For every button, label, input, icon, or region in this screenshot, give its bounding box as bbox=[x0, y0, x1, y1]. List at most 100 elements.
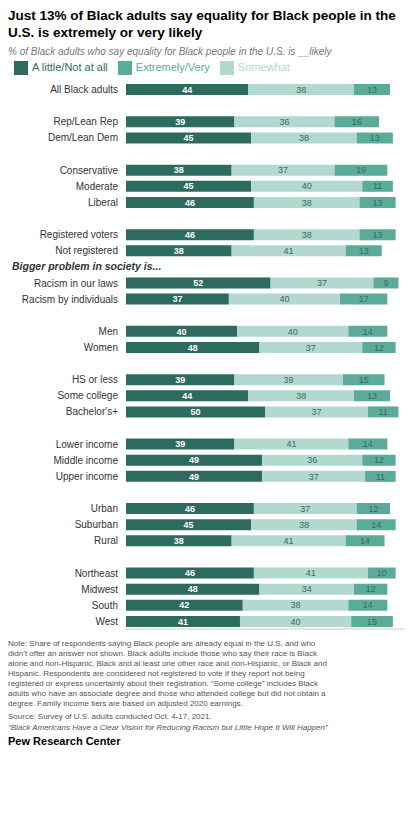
svg-text:38: 38 bbox=[174, 165, 184, 175]
svg-text:38: 38 bbox=[174, 246, 184, 256]
svg-text:West: West bbox=[95, 616, 118, 627]
svg-text:Moderate: Moderate bbox=[76, 181, 119, 192]
svg-text:38: 38 bbox=[299, 520, 309, 530]
svg-text:48: 48 bbox=[188, 584, 198, 594]
svg-text:39: 39 bbox=[175, 375, 185, 385]
svg-text:13: 13 bbox=[359, 246, 369, 256]
svg-text:46: 46 bbox=[185, 504, 195, 514]
svg-text:39: 39 bbox=[175, 439, 185, 449]
svg-text:46: 46 bbox=[185, 230, 195, 240]
svg-text:52: 52 bbox=[193, 278, 203, 288]
svg-text:40: 40 bbox=[177, 326, 187, 336]
svg-text:South: South bbox=[92, 600, 118, 611]
svg-text:48: 48 bbox=[188, 342, 198, 352]
svg-text:17: 17 bbox=[359, 294, 369, 304]
svg-text:40: 40 bbox=[288, 326, 298, 336]
svg-text:38: 38 bbox=[302, 230, 312, 240]
svg-text:Racism by individuals: Racism by individuals bbox=[22, 293, 118, 304]
svg-text:38: 38 bbox=[296, 391, 306, 401]
svg-text:38: 38 bbox=[302, 197, 312, 207]
svg-text:36: 36 bbox=[307, 455, 317, 465]
svg-text:41: 41 bbox=[306, 568, 316, 578]
svg-text:Suburban: Suburban bbox=[75, 519, 118, 530]
svg-text:38: 38 bbox=[299, 133, 309, 143]
svg-text:Middle income: Middle income bbox=[54, 455, 119, 466]
svg-text:40: 40 bbox=[291, 616, 301, 626]
svg-text:11: 11 bbox=[378, 407, 387, 417]
svg-text:37: 37 bbox=[311, 407, 321, 417]
svg-text:13: 13 bbox=[373, 230, 383, 240]
svg-text:9: 9 bbox=[383, 278, 388, 288]
svg-text:Rural: Rural bbox=[94, 535, 118, 546]
svg-text:Lower income: Lower income bbox=[56, 438, 119, 449]
svg-text:13: 13 bbox=[367, 85, 377, 95]
svg-text:40: 40 bbox=[302, 181, 312, 191]
svg-text:14: 14 bbox=[363, 326, 373, 336]
svg-text:45: 45 bbox=[184, 133, 194, 143]
svg-text:13: 13 bbox=[367, 391, 377, 401]
svg-text:14: 14 bbox=[363, 600, 373, 610]
svg-text:49: 49 bbox=[189, 455, 199, 465]
svg-text:11: 11 bbox=[373, 181, 382, 191]
svg-text:13: 13 bbox=[370, 133, 380, 143]
svg-text:15: 15 bbox=[359, 375, 369, 385]
svg-text:37: 37 bbox=[309, 471, 319, 481]
svg-text:38: 38 bbox=[174, 536, 184, 546]
svg-text:40: 40 bbox=[279, 294, 289, 304]
svg-text:HS or less: HS or less bbox=[72, 374, 118, 385]
svg-text:12: 12 bbox=[374, 455, 384, 465]
svg-text:41: 41 bbox=[178, 616, 188, 626]
svg-text:Not registered: Not registered bbox=[55, 245, 118, 256]
svg-text:37: 37 bbox=[317, 278, 327, 288]
svg-text:37: 37 bbox=[300, 504, 310, 514]
svg-text:Registered voters: Registered voters bbox=[40, 229, 118, 240]
svg-text:Midwest: Midwest bbox=[81, 583, 118, 594]
svg-text:14: 14 bbox=[371, 520, 381, 530]
svg-text:38: 38 bbox=[296, 85, 306, 95]
svg-text:41: 41 bbox=[284, 536, 294, 546]
svg-text:Northeast: Northeast bbox=[75, 567, 119, 578]
svg-text:15: 15 bbox=[367, 616, 377, 626]
svg-text:36: 36 bbox=[279, 117, 289, 127]
svg-text:Racism in our laws: Racism in our laws bbox=[34, 277, 118, 288]
svg-text:Rep/Lean Rep: Rep/Lean Rep bbox=[54, 116, 119, 127]
svg-text:Some college: Some college bbox=[57, 390, 118, 401]
svg-text:37: 37 bbox=[172, 294, 182, 304]
svg-text:37: 37 bbox=[278, 165, 288, 175]
svg-text:39: 39 bbox=[284, 375, 294, 385]
svg-text:14: 14 bbox=[360, 536, 370, 546]
svg-text:49: 49 bbox=[189, 471, 199, 481]
svg-text:50: 50 bbox=[190, 407, 200, 417]
svg-text:34: 34 bbox=[302, 584, 312, 594]
svg-text:13: 13 bbox=[373, 197, 383, 207]
svg-text:Urban: Urban bbox=[91, 503, 118, 514]
svg-text:45: 45 bbox=[184, 520, 194, 530]
svg-text:44: 44 bbox=[182, 85, 192, 95]
svg-text:10: 10 bbox=[377, 568, 387, 578]
svg-text:Women: Women bbox=[84, 342, 118, 353]
svg-text:42: 42 bbox=[179, 600, 189, 610]
svg-text:Bigger problem in society is..: Bigger problem in society is... bbox=[12, 260, 161, 272]
svg-text:Men: Men bbox=[99, 326, 118, 337]
svg-text:19: 19 bbox=[356, 165, 366, 175]
svg-text:Bachelor's+: Bachelor's+ bbox=[66, 406, 118, 417]
svg-text:46: 46 bbox=[185, 197, 195, 207]
svg-text:Conservative: Conservative bbox=[60, 164, 119, 175]
svg-text:12: 12 bbox=[366, 584, 376, 594]
svg-text:16: 16 bbox=[352, 117, 362, 127]
svg-text:41: 41 bbox=[286, 439, 296, 449]
svg-text:Upper income: Upper income bbox=[56, 471, 119, 482]
svg-text:39: 39 bbox=[175, 117, 185, 127]
svg-text:45: 45 bbox=[184, 181, 194, 191]
svg-text:37: 37 bbox=[306, 342, 316, 352]
svg-text:46: 46 bbox=[185, 568, 195, 578]
svg-text:12: 12 bbox=[368, 504, 378, 514]
svg-text:11: 11 bbox=[376, 471, 385, 481]
svg-text:All Black adults: All Black adults bbox=[50, 84, 118, 95]
svg-text:44: 44 bbox=[182, 391, 192, 401]
svg-text:14: 14 bbox=[363, 439, 373, 449]
svg-text:38: 38 bbox=[291, 600, 301, 610]
svg-text:Dem/Lean Dem: Dem/Lean Dem bbox=[48, 132, 118, 143]
svg-text:41: 41 bbox=[284, 246, 294, 256]
svg-text:12: 12 bbox=[374, 342, 384, 352]
